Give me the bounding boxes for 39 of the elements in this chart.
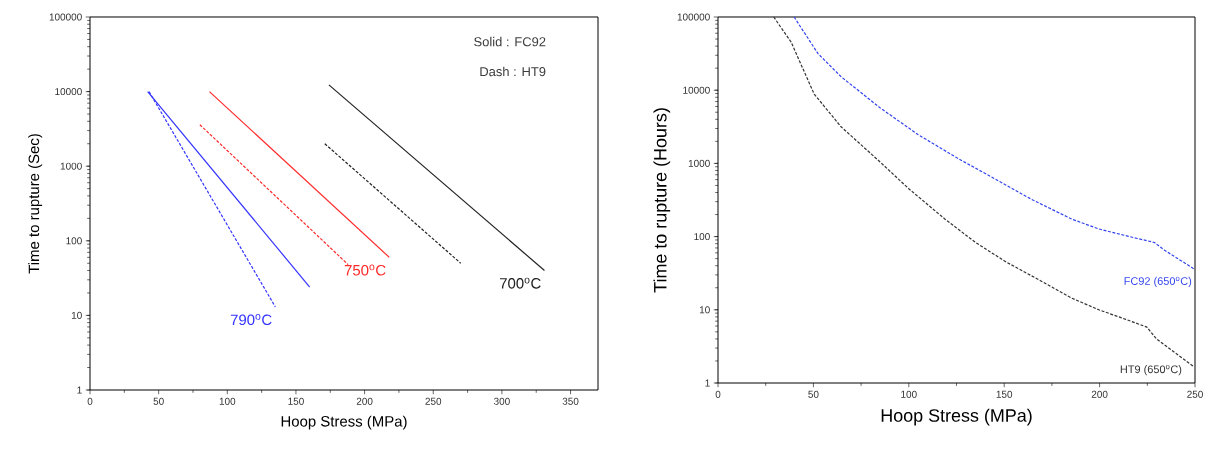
y-tick-label: 10000	[683, 86, 710, 94]
x-axis-title: Hoop Stress (MPa)	[881, 408, 1032, 426]
x-axis-title: Hoop Stress (MPa)	[281, 415, 407, 430]
series-label: HT9 (650$^{o}$C)	[1120, 364, 1182, 376]
y-tick-label: 100000	[677, 13, 710, 21]
y-tick-label: 1	[705, 379, 710, 387]
x-tick-label: 300	[493, 397, 510, 405]
y-tick-label: 10	[71, 311, 82, 319]
x-tick-label: 250	[425, 397, 442, 405]
y-tick-label: 1000	[688, 159, 710, 167]
y-tick-label: 1	[77, 386, 82, 394]
y-tick-label: 1000	[60, 162, 82, 170]
annotation: Solid : FC92	[474, 36, 546, 47]
series-label: FC92 (650$^{o}$C)	[1124, 276, 1192, 288]
x-tick-label: 350	[562, 397, 579, 405]
x-tick-label: 50	[808, 390, 819, 398]
series-label: 700$^{o}$C	[499, 277, 541, 289]
annotation: Dash : HT9	[480, 66, 546, 77]
y-tick-label: 100	[694, 233, 710, 241]
line-series	[793, 16, 1196, 271]
x-tick-label: 0	[87, 397, 93, 405]
x-tick-label: 200	[1091, 390, 1108, 398]
x-tick-label: 50	[153, 397, 164, 405]
x-tick-label: 150	[288, 397, 304, 405]
x-tick-label: 0	[715, 390, 721, 398]
series-label: 750$^{o}$C	[344, 264, 386, 276]
x-tick-label: 200	[356, 397, 373, 405]
x-tick-label: 100	[901, 390, 917, 398]
y-axis-title: Time to rupture (Hours)	[653, 108, 671, 293]
y-tick-label: 10000	[55, 88, 82, 96]
x-tick-label: 250	[1187, 390, 1203, 398]
line-series	[773, 16, 1194, 367]
x-tick-label: 100	[219, 397, 236, 405]
y-tick-label: 10	[699, 306, 710, 314]
y-axis-title: Time to rupture (Sec)	[28, 134, 43, 274]
x-tick-label: 150	[996, 390, 1013, 398]
y-tick-label: 100000	[49, 13, 82, 21]
series-label: 790$^{o}$C	[230, 314, 272, 326]
y-tick-label: 100	[66, 237, 82, 245]
